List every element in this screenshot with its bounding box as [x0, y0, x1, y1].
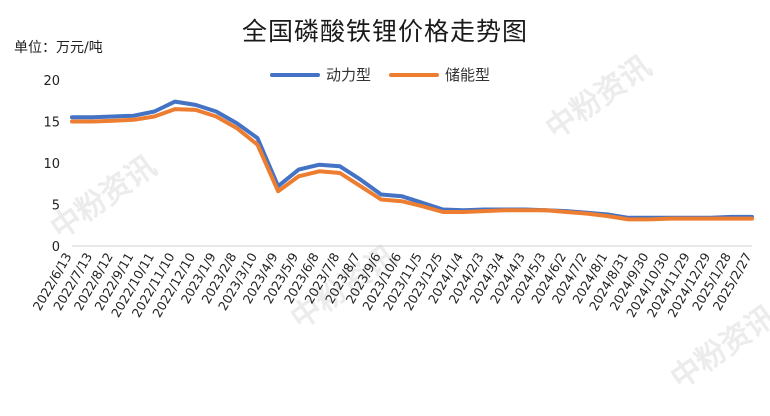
watermark-text: 中粉资讯: [540, 49, 658, 146]
series-line-storage: [70, 107, 754, 222]
watermark-text: 中粉资讯: [45, 149, 163, 246]
legend-item-storage: 储能型: [389, 64, 490, 85]
legend: 动力型 储能型: [270, 64, 500, 85]
legend-swatch-power: [270, 72, 320, 77]
legend-swatch-storage: [389, 72, 440, 77]
y-tick-label: 0: [52, 240, 60, 255]
y-tick-label: 15: [43, 116, 60, 131]
legend-label-storage: 储能型: [445, 66, 491, 84]
y-tick-label: 5: [52, 199, 60, 214]
unit-label: 单位：万元/吨: [14, 40, 103, 56]
legend-label-power: 动力型: [326, 66, 372, 84]
chart-title: 全国磷酸铁锂价格走势图: [241, 17, 528, 46]
legend-item-power: 动力型: [270, 64, 371, 85]
y-tick-label: 10: [43, 157, 60, 172]
series-line-power: [70, 99, 754, 220]
y-tick-label: 20: [43, 74, 60, 89]
